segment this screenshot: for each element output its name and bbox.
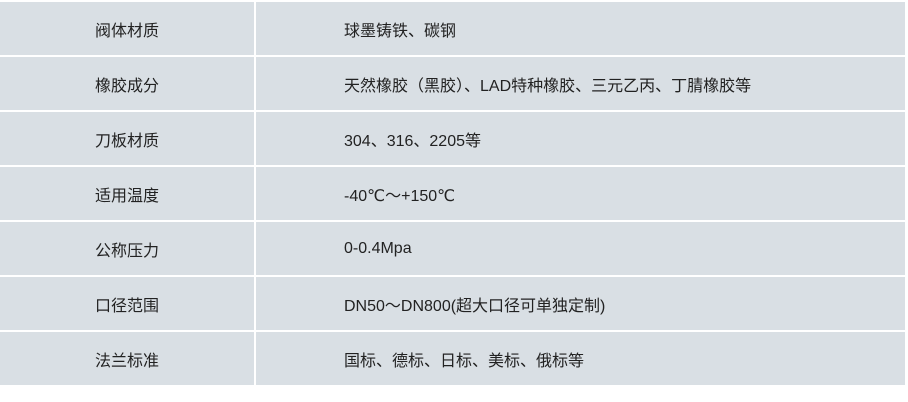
table-row: 法兰标准 国标、德标、日标、美标、俄标等 xyxy=(0,330,907,387)
table-row: 公称压力 0-0.4Mpa xyxy=(0,220,907,277)
table-row: 适用温度 -40℃～+150℃ xyxy=(0,165,907,222)
table-row: 阀体材质 球墨铸铁、碳钢 xyxy=(0,1,907,57)
table-row: 口径范围 DN50～DN800(超大口径可单独定制) xyxy=(0,275,907,332)
spec-label: 橡胶成分 xyxy=(0,55,256,112)
spec-table: 阀体材质 球墨铸铁、碳钢 橡胶成分 天然橡胶（黑胶）、LAD特种橡胶、三元乙丙、丁腈橡… xyxy=(0,1,907,387)
table-row: 刀板材质 304、316、2205等 xyxy=(0,110,907,167)
spec-label: 公称压力 xyxy=(0,220,256,277)
spec-value: 天然橡胶（黑胶）、LAD特种橡胶、三元乙丙、丁腈橡胶等 xyxy=(254,55,907,112)
spec-label: 刀板材质 xyxy=(0,110,256,167)
table-row: 橡胶成分 天然橡胶（黑胶）、LAD特种橡胶、三元乙丙、丁腈橡胶等 xyxy=(0,55,907,112)
spec-value: 0-0.4Mpa xyxy=(254,220,907,277)
spec-value: 国标、德标、日标、美标、俄标等 xyxy=(254,330,907,387)
spec-value: 球墨铸铁、碳钢 xyxy=(254,1,907,57)
spec-value: -40℃～+150℃ xyxy=(254,165,907,222)
spec-label: 适用温度 xyxy=(0,165,256,222)
spec-label: 法兰标准 xyxy=(0,330,256,387)
spec-label: 阀体材质 xyxy=(0,1,256,57)
spec-value: DN50～DN800(超大口径可单独定制) xyxy=(254,275,907,332)
spec-value: 304、316、2205等 xyxy=(254,110,907,167)
spec-label: 口径范围 xyxy=(0,275,256,332)
